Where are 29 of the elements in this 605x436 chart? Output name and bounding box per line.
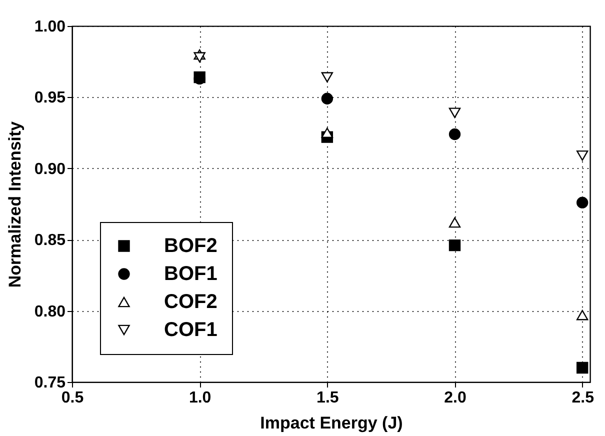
legend-label: COF2 xyxy=(164,291,218,313)
point xyxy=(321,72,334,82)
y-axis-title: Normalized Intensity xyxy=(5,120,24,288)
legend-label: COF1 xyxy=(164,319,218,341)
y-tick-label: 0.75 xyxy=(34,374,66,392)
x-tick-label: 2.0 xyxy=(444,390,466,406)
point xyxy=(194,52,206,62)
point xyxy=(321,128,334,138)
y-tick-label: 1.00 xyxy=(34,18,66,36)
legend-label: BOF1 xyxy=(164,263,218,285)
x-axis-title: Impact Energy (J) xyxy=(260,414,403,432)
y-tick-label: 0.90 xyxy=(34,160,66,178)
x-tick-label: 1.0 xyxy=(188,390,212,406)
point xyxy=(448,128,461,140)
point xyxy=(448,239,461,252)
x-tick-label: 1.5 xyxy=(316,390,339,406)
y-tick-label: 0.85 xyxy=(34,232,66,250)
point xyxy=(321,92,334,104)
point xyxy=(576,150,588,161)
point xyxy=(448,108,461,118)
y-tick-label: 0.80 xyxy=(34,303,66,320)
x-tick-label: 0.5 xyxy=(61,390,84,406)
point xyxy=(576,310,588,320)
y-tick-label: 0.95 xyxy=(34,90,66,107)
point xyxy=(576,196,588,208)
x-tick-label: 2.5 xyxy=(572,390,594,406)
legend-label: BOF2 xyxy=(164,235,218,257)
point xyxy=(576,362,588,374)
point xyxy=(448,217,461,228)
